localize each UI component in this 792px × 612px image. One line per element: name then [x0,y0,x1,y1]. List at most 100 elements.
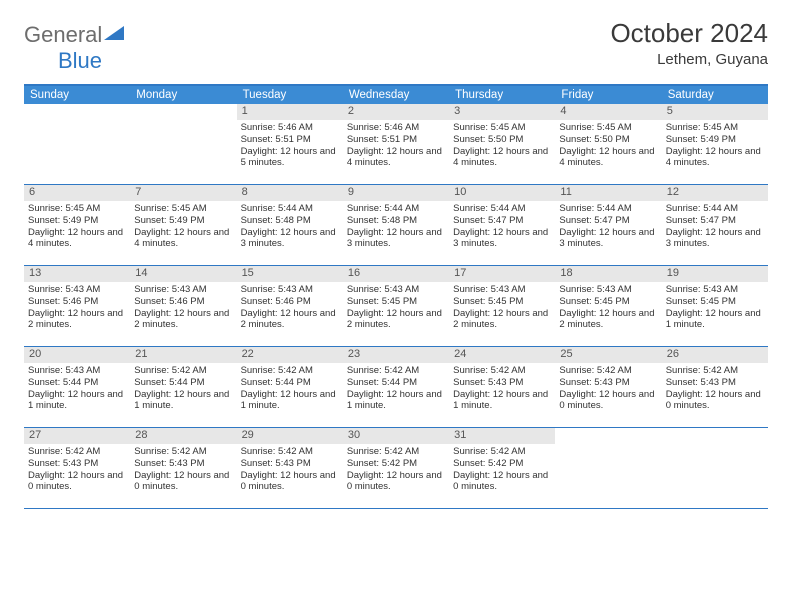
logo-icon [104,26,124,44]
day-cell: 26Sunrise: 5:42 AMSunset: 5:43 PMDayligh… [662,347,768,427]
sunrise-text: Sunrise: 5:43 AM [453,284,551,296]
week-row: 6Sunrise: 5:45 AMSunset: 5:49 PMDaylight… [24,184,768,265]
sunset-text: Sunset: 5:46 PM [241,296,339,308]
sunset-text: Sunset: 5:45 PM [559,296,657,308]
day-cell: 25Sunrise: 5:42 AMSunset: 5:43 PMDayligh… [555,347,661,427]
day-number: 24 [449,347,555,363]
sunrise-text: Sunrise: 5:43 AM [666,284,764,296]
bottom-rule [24,508,768,509]
empty-cell [662,428,768,508]
daylight-text: Daylight: 12 hours and 2 minutes. [453,308,551,332]
daylight-text: Daylight: 12 hours and 0 minutes. [347,470,445,494]
sunrise-text: Sunrise: 5:45 AM [28,203,126,215]
day-number: 22 [237,347,343,363]
daylight-text: Daylight: 12 hours and 4 minutes. [666,146,764,170]
day-number: 11 [555,185,661,201]
daylight-text: Daylight: 12 hours and 1 minute. [28,389,126,413]
day-cell: 14Sunrise: 5:43 AMSunset: 5:46 PMDayligh… [130,266,236,346]
sunrise-text: Sunrise: 5:42 AM [559,365,657,377]
sunset-text: Sunset: 5:42 PM [347,458,445,470]
sunrise-text: Sunrise: 5:42 AM [666,365,764,377]
sunset-text: Sunset: 5:49 PM [134,215,232,227]
day-number: 27 [24,428,130,444]
sunset-text: Sunset: 5:45 PM [453,296,551,308]
week-row: 27Sunrise: 5:42 AMSunset: 5:43 PMDayligh… [24,427,768,508]
logo-text-1: General [24,22,102,48]
sunset-text: Sunset: 5:45 PM [347,296,445,308]
daylight-text: Daylight: 12 hours and 0 minutes. [559,389,657,413]
weekday-saturday: Saturday [662,86,768,104]
day-cell: 21Sunrise: 5:42 AMSunset: 5:44 PMDayligh… [130,347,236,427]
day-number: 14 [130,266,236,282]
sunset-text: Sunset: 5:49 PM [666,134,764,146]
sunrise-text: Sunrise: 5:45 AM [453,122,551,134]
daylight-text: Daylight: 12 hours and 0 minutes. [453,470,551,494]
month-title: October 2024 [610,18,768,49]
day-cell: 31Sunrise: 5:42 AMSunset: 5:42 PMDayligh… [449,428,555,508]
day-number: 12 [662,185,768,201]
day-number: 30 [343,428,449,444]
day-cell: 1Sunrise: 5:46 AMSunset: 5:51 PMDaylight… [237,104,343,184]
sunrise-text: Sunrise: 5:46 AM [241,122,339,134]
day-number: 3 [449,104,555,120]
day-cell: 7Sunrise: 5:45 AMSunset: 5:49 PMDaylight… [130,185,236,265]
day-number: 8 [237,185,343,201]
daylight-text: Daylight: 12 hours and 2 minutes. [241,308,339,332]
day-number: 10 [449,185,555,201]
day-number: 7 [130,185,236,201]
day-number [662,428,768,444]
sunrise-text: Sunrise: 5:43 AM [28,284,126,296]
calendar: SundayMondayTuesdayWednesdayThursdayFrid… [24,84,768,509]
day-number: 1 [237,104,343,120]
daylight-text: Daylight: 12 hours and 5 minutes. [241,146,339,170]
sunrise-text: Sunrise: 5:42 AM [453,365,551,377]
sunset-text: Sunset: 5:43 PM [666,377,764,389]
sunset-text: Sunset: 5:44 PM [347,377,445,389]
day-number: 18 [555,266,661,282]
daylight-text: Daylight: 12 hours and 4 minutes. [453,146,551,170]
weekday-tuesday: Tuesday [237,86,343,104]
daylight-text: Daylight: 12 hours and 2 minutes. [559,308,657,332]
daylight-text: Daylight: 12 hours and 1 minute. [241,389,339,413]
sunset-text: Sunset: 5:45 PM [666,296,764,308]
daylight-text: Daylight: 12 hours and 4 minutes. [28,227,126,251]
daylight-text: Daylight: 12 hours and 3 minutes. [559,227,657,251]
sunrise-text: Sunrise: 5:44 AM [241,203,339,215]
day-cell: 22Sunrise: 5:42 AMSunset: 5:44 PMDayligh… [237,347,343,427]
sunset-text: Sunset: 5:48 PM [241,215,339,227]
daylight-text: Daylight: 12 hours and 3 minutes. [666,227,764,251]
day-number [555,428,661,444]
sunset-text: Sunset: 5:47 PM [666,215,764,227]
sunset-text: Sunset: 5:49 PM [28,215,126,227]
day-cell: 9Sunrise: 5:44 AMSunset: 5:48 PMDaylight… [343,185,449,265]
sunrise-text: Sunrise: 5:44 AM [453,203,551,215]
empty-cell [555,428,661,508]
sunrise-text: Sunrise: 5:43 AM [347,284,445,296]
sunset-text: Sunset: 5:43 PM [134,458,232,470]
sunset-text: Sunset: 5:46 PM [134,296,232,308]
sunset-text: Sunset: 5:50 PM [453,134,551,146]
day-cell: 5Sunrise: 5:45 AMSunset: 5:49 PMDaylight… [662,104,768,184]
week-row: 20Sunrise: 5:43 AMSunset: 5:44 PMDayligh… [24,346,768,427]
sunset-text: Sunset: 5:51 PM [347,134,445,146]
day-cell: 24Sunrise: 5:42 AMSunset: 5:43 PMDayligh… [449,347,555,427]
weekday-thursday: Thursday [449,86,555,104]
daylight-text: Daylight: 12 hours and 2 minutes. [134,308,232,332]
weekday-monday: Monday [130,86,236,104]
sunset-text: Sunset: 5:44 PM [241,377,339,389]
day-number: 13 [24,266,130,282]
day-number: 16 [343,266,449,282]
day-cell: 11Sunrise: 5:44 AMSunset: 5:47 PMDayligh… [555,185,661,265]
daylight-text: Daylight: 12 hours and 0 minutes. [134,470,232,494]
day-cell: 13Sunrise: 5:43 AMSunset: 5:46 PMDayligh… [24,266,130,346]
daylight-text: Daylight: 12 hours and 4 minutes. [134,227,232,251]
sunrise-text: Sunrise: 5:44 AM [347,203,445,215]
daylight-text: Daylight: 12 hours and 3 minutes. [453,227,551,251]
day-cell: 29Sunrise: 5:42 AMSunset: 5:43 PMDayligh… [237,428,343,508]
logo-text-2: Blue [58,48,102,73]
daylight-text: Daylight: 12 hours and 1 minute. [134,389,232,413]
daylight-text: Daylight: 12 hours and 2 minutes. [28,308,126,332]
day-number: 21 [130,347,236,363]
logo-text-2-wrap: Blue [58,48,792,74]
day-cell: 23Sunrise: 5:42 AMSunset: 5:44 PMDayligh… [343,347,449,427]
